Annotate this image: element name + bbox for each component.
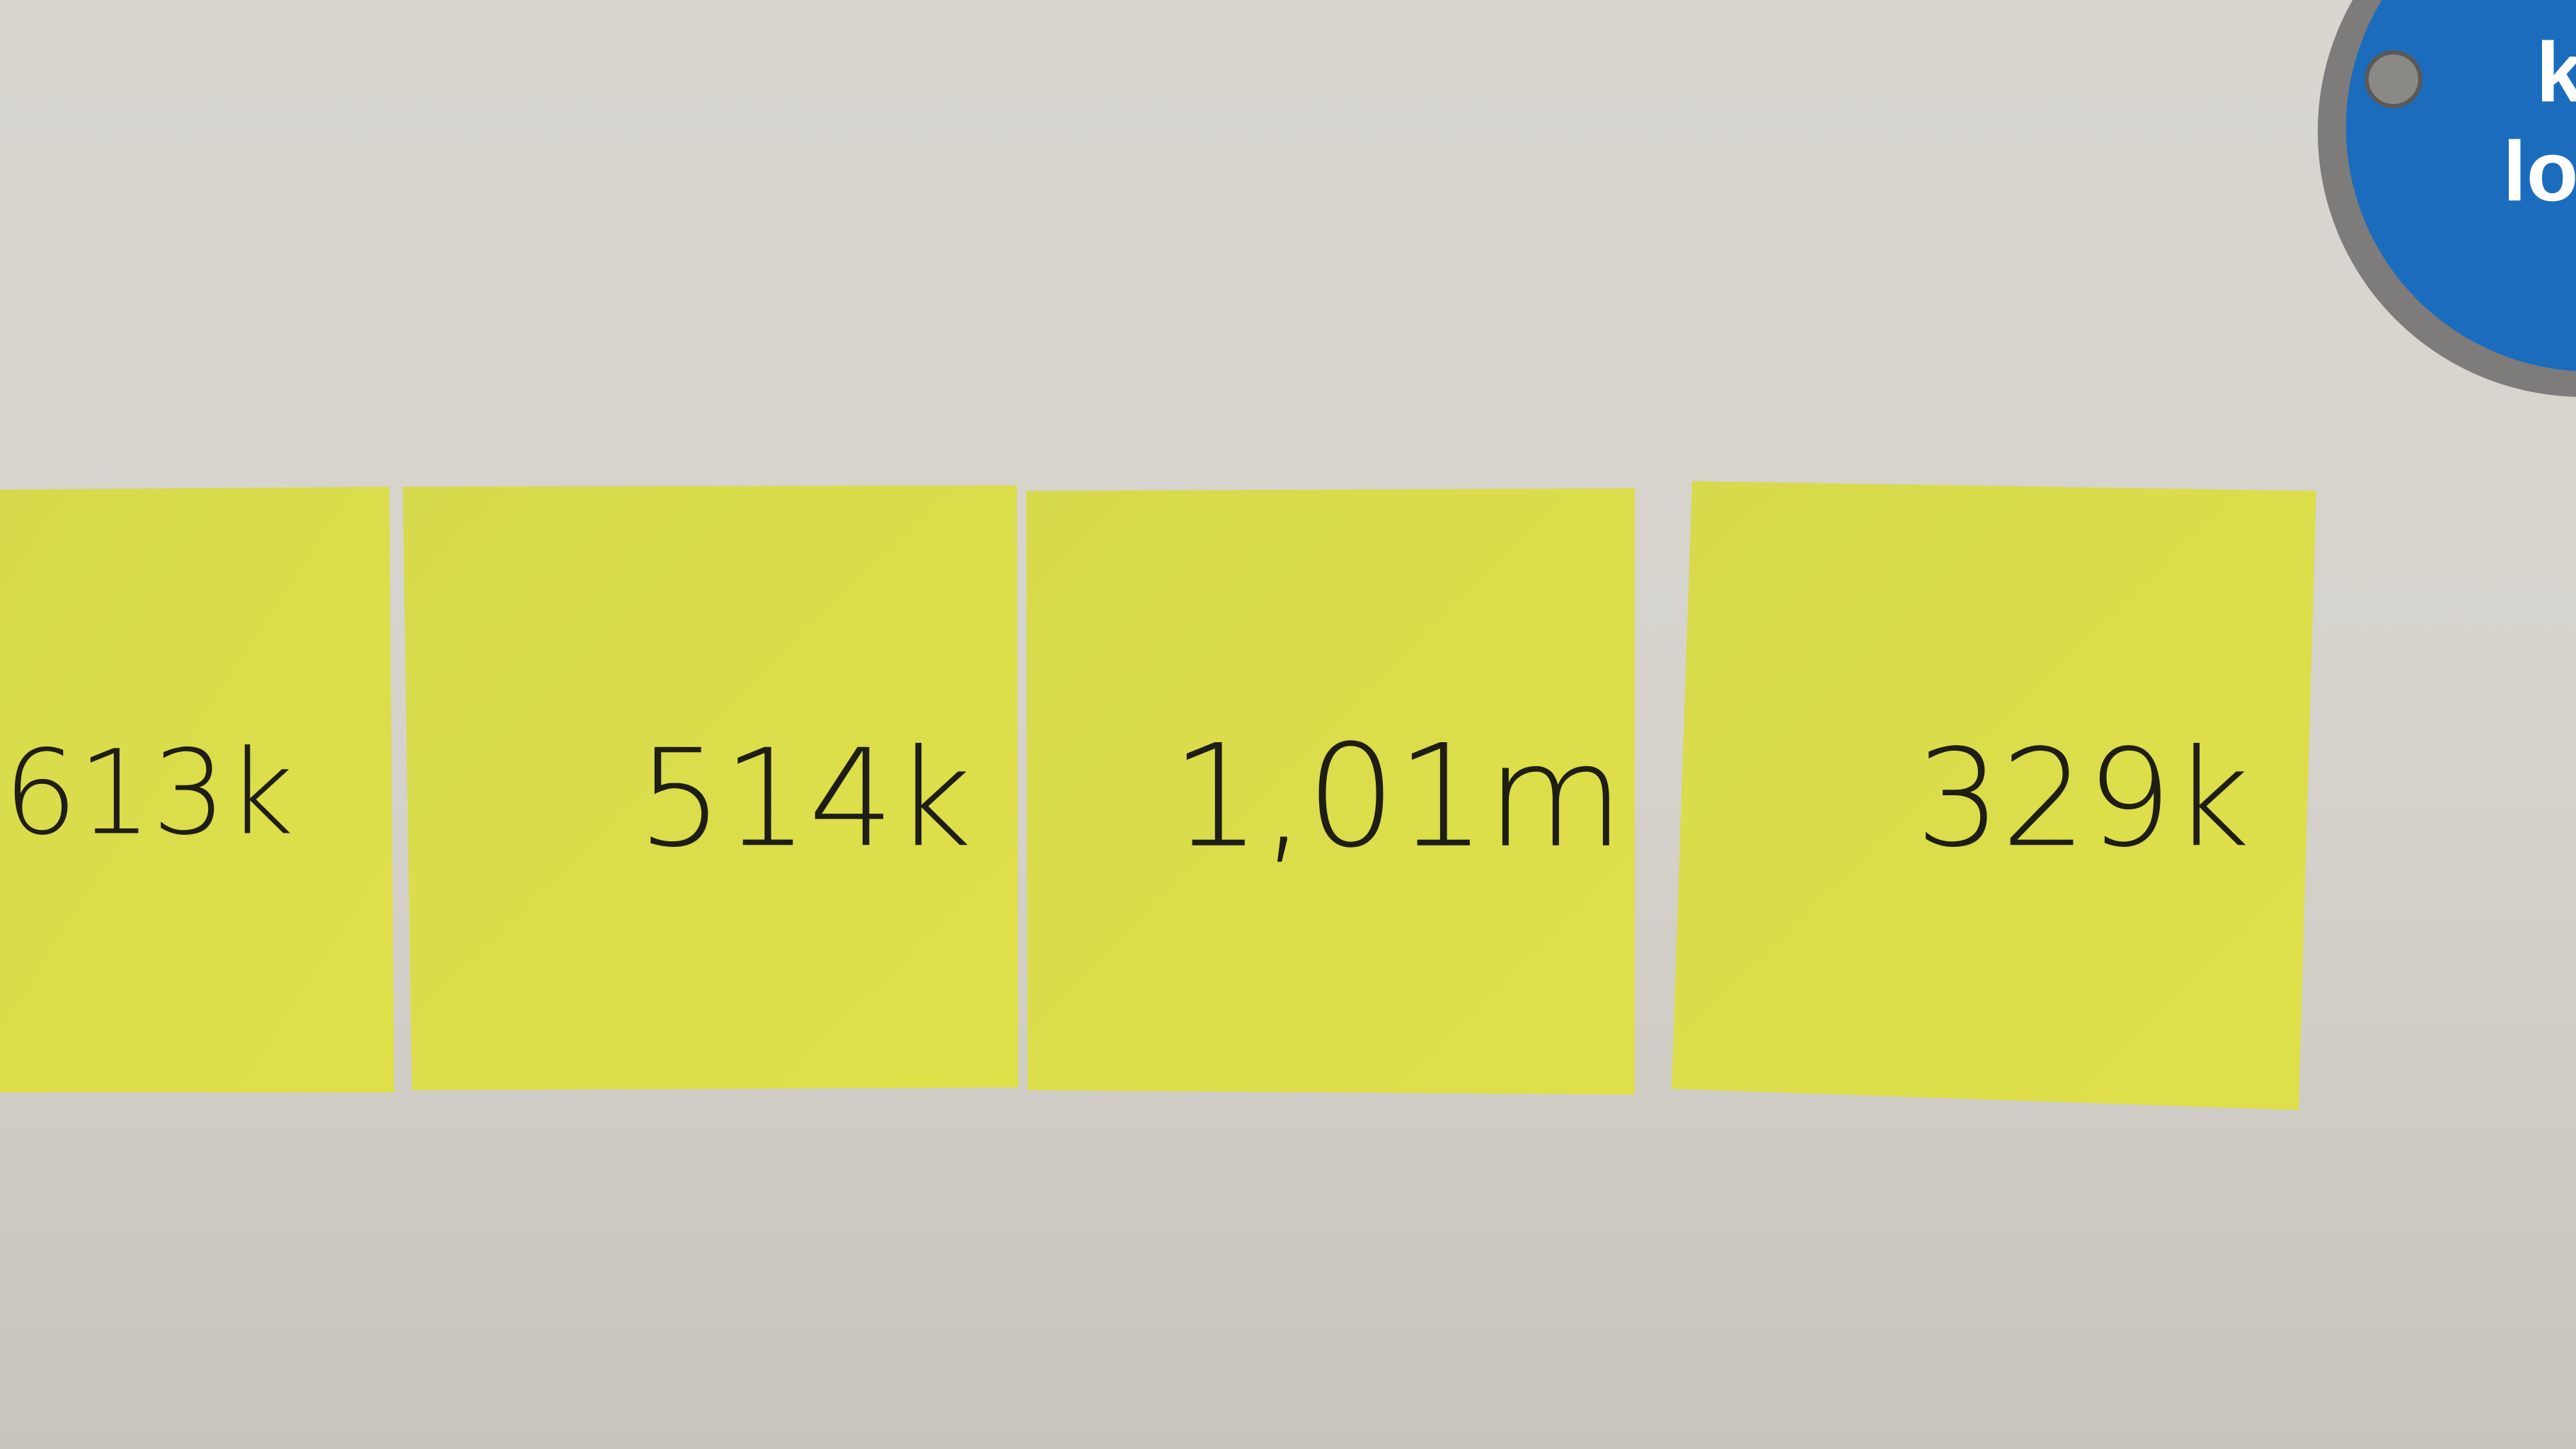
note-label: 1,01m	[1171, 715, 1624, 879]
note-label: 613k	[4, 725, 294, 861]
sticky-note	[1026, 488, 1635, 1095]
sign-text: k	[2536, 25, 2576, 120]
sign-text: lo	[2503, 125, 2576, 219]
sign: k lo	[2318, 0, 2576, 397]
sticky-note	[0, 487, 394, 1092]
sticky-note	[1672, 481, 2316, 1110]
note-label: 514k	[638, 720, 972, 877]
sticky-note	[403, 485, 1018, 1090]
screw	[2364, 50, 2422, 108]
note-label: 329k	[1916, 720, 2250, 877]
